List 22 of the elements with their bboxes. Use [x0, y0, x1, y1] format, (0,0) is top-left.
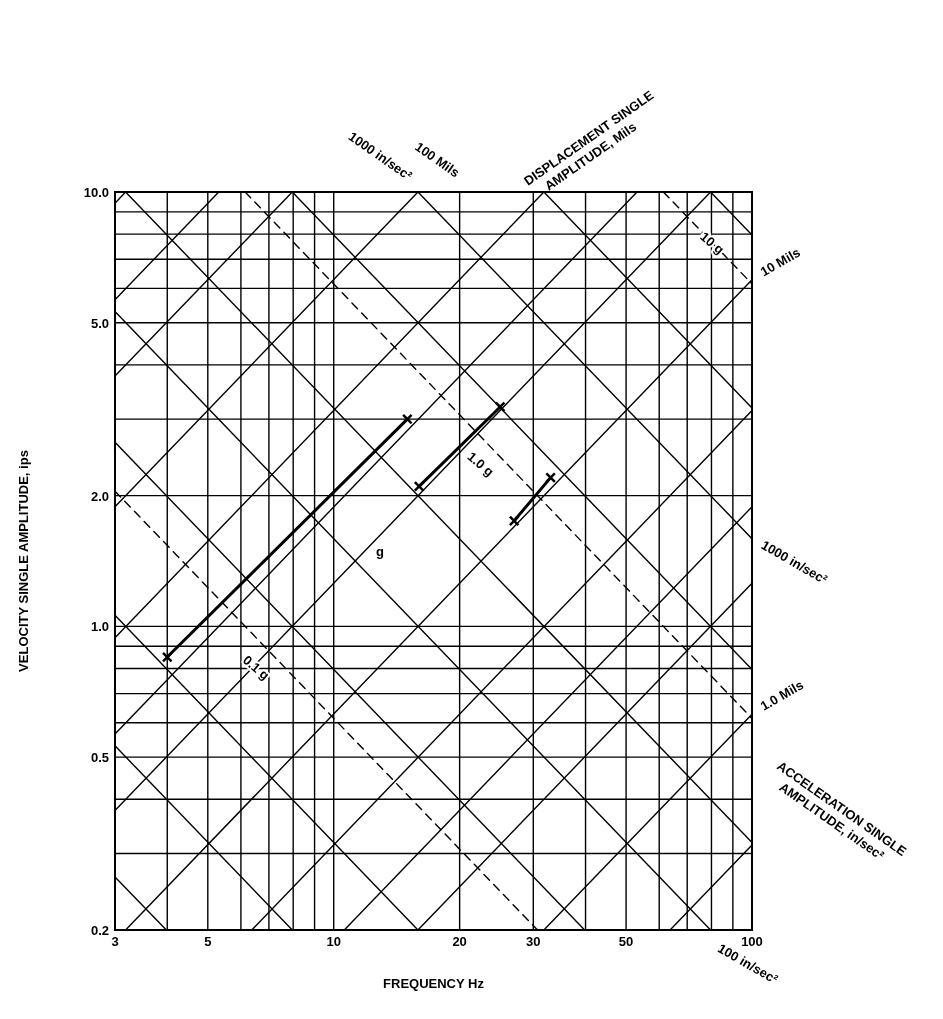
annotation: 10 g	[697, 228, 727, 258]
x-tick-label: 10	[326, 934, 341, 949]
x-tick-label: 50	[618, 934, 634, 949]
x-tick-label: 3	[111, 934, 119, 949]
x-tick-label: 20	[452, 934, 467, 949]
x-axis-title: FREQUENCY Hz	[383, 976, 485, 991]
y-tick-label: 0.5	[90, 750, 109, 766]
y-axis-title: VELOCITY SINGLE AMPLITUDE, ips	[16, 450, 31, 672]
x-tick-label: 30	[526, 934, 541, 949]
annotation: g	[376, 544, 385, 560]
annotation: 1.0 g	[464, 448, 497, 480]
y-tick-label: 1.0	[90, 619, 109, 635]
x-tick-label: 100	[741, 934, 763, 949]
annotation: 1.0 Mils	[757, 677, 806, 714]
y-tick-label: 0.2	[90, 923, 109, 938]
annotation: 0.1 g	[239, 652, 273, 683]
x-tick-label: 5	[204, 934, 212, 949]
annotation: 10 Mils	[757, 244, 803, 280]
annotation: 100 Mils	[412, 138, 463, 181]
y-tick-label: 5.0	[90, 315, 109, 331]
y-tick-label: 2.0	[90, 488, 109, 504]
y-tick-label: 10.0	[83, 185, 109, 200]
